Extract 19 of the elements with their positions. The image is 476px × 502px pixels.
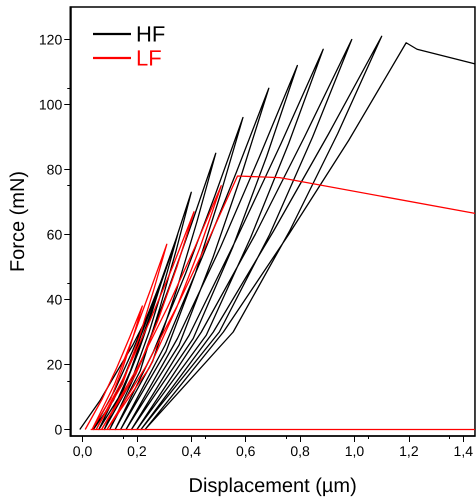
y-tick-label: 60 <box>46 226 62 242</box>
legend-label: LF <box>136 46 162 70</box>
y-tick-label: 100 <box>38 96 62 112</box>
x-tick-label: 1,4 <box>454 443 474 459</box>
y-tick-label: 40 <box>46 292 62 308</box>
y-tick-label: 20 <box>46 356 62 372</box>
legend-label: HF <box>136 22 166 46</box>
x-tick-label: 0,2 <box>127 443 147 459</box>
x-tick-label: 1,0 <box>344 443 364 459</box>
x-axis-title: Displacement (µm) <box>188 475 357 497</box>
x-tick-label: 1,2 <box>399 443 419 459</box>
y-axis-title: Force (mN) <box>7 170 29 272</box>
y-tick-label: 120 <box>38 32 62 48</box>
x-tick-label: 0,4 <box>182 443 202 459</box>
x-tick-label: 0,6 <box>236 443 256 459</box>
x-tick-label: 0,0 <box>72 443 92 459</box>
x-tick-label: 0,8 <box>290 443 310 459</box>
y-tick-label: 0 <box>54 422 62 438</box>
y-tick-label: 80 <box>46 162 62 178</box>
